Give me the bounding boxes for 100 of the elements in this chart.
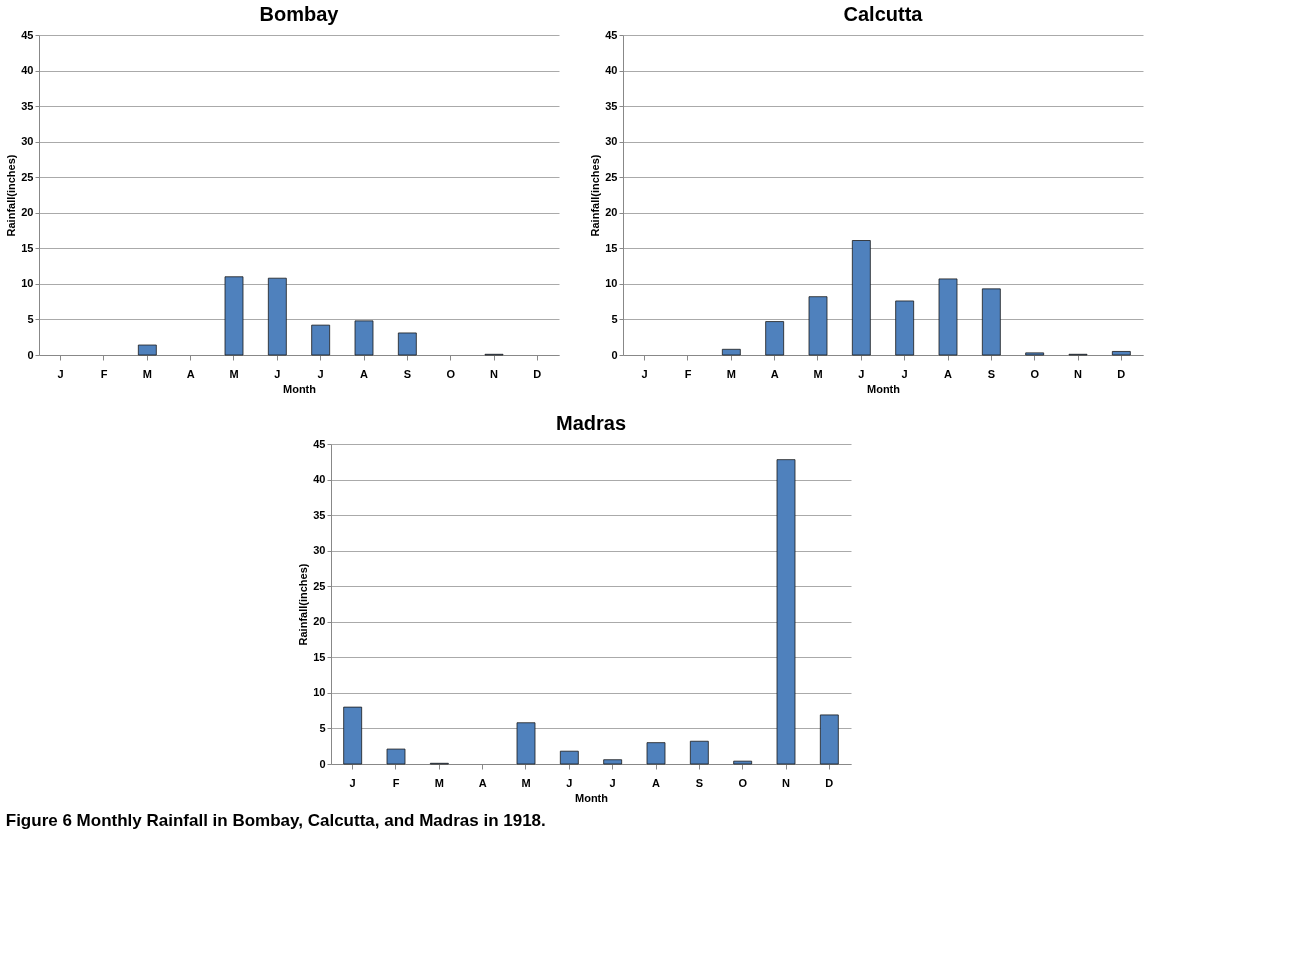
x-tick-label: A <box>478 776 487 789</box>
bar <box>819 714 839 765</box>
bar <box>516 722 536 765</box>
x-tick-label: M <box>434 776 444 789</box>
y-tick-label: 45 <box>313 437 326 450</box>
bar <box>938 278 958 356</box>
y-tick-label: 20 <box>313 615 326 628</box>
x-tick-label: J <box>901 367 908 380</box>
x-tick-label: A <box>770 367 779 380</box>
y-tick-label: 0 <box>319 757 326 770</box>
bar <box>1111 351 1131 356</box>
x-tick-label: A <box>944 367 953 380</box>
y-tick-label: 10 <box>313 686 326 699</box>
y-tick-label: 35 <box>313 508 326 521</box>
chart-title: Bombay <box>259 3 340 25</box>
y-axis-title: Rainfall(inches) <box>589 154 602 237</box>
x-tick-label: N <box>1074 367 1083 380</box>
y-tick-label: 10 <box>21 277 34 290</box>
bar <box>646 742 666 765</box>
y-tick-label: 30 <box>313 544 326 557</box>
y-tick-label: 25 <box>313 579 326 592</box>
bar <box>721 348 741 356</box>
x-tick-label: J <box>274 367 281 380</box>
y-axis-title: Rainfall(inches) <box>5 154 18 237</box>
x-tick-label: N <box>782 776 791 789</box>
x-tick-label: M <box>521 776 531 789</box>
bar <box>808 296 828 356</box>
y-tick-label: 45 <box>21 28 34 41</box>
x-tick-label: D <box>825 776 834 789</box>
bar <box>851 240 871 356</box>
y-tick-label: 20 <box>605 206 618 219</box>
x-axis-title: Month <box>283 382 317 395</box>
y-tick-label: 45 <box>605 28 618 41</box>
y-tick-label: 15 <box>313 650 326 663</box>
bar <box>689 740 709 765</box>
y-tick-label: 25 <box>21 170 34 183</box>
x-tick-label: A <box>360 367 369 380</box>
bar <box>776 459 796 765</box>
bar <box>386 748 406 765</box>
x-tick-label: D <box>1117 367 1126 380</box>
y-tick-label: 40 <box>313 473 326 486</box>
bar <box>397 332 417 356</box>
x-tick-label: S <box>403 367 412 380</box>
x-tick-label: M <box>813 367 823 380</box>
bar <box>354 320 374 356</box>
x-tick-label: O <box>738 776 748 789</box>
y-tick-label: 15 <box>605 241 618 254</box>
caption: Figure 6 Monthly Rainfall in Bombay, Calcutta, and Madras in 1918. <box>5 811 546 830</box>
x-tick-label: S <box>987 367 996 380</box>
x-tick-label: J <box>566 776 573 789</box>
y-tick-label: 0 <box>611 348 618 361</box>
bar <box>733 760 753 765</box>
bar <box>895 300 915 356</box>
x-tick-label: N <box>490 367 499 380</box>
y-axis-title: Rainfall(inches) <box>297 563 310 646</box>
bar <box>981 288 1001 356</box>
y-tick-label: 30 <box>21 135 34 148</box>
x-axis-title: Month <box>575 791 609 804</box>
y-tick-label: 35 <box>21 99 34 112</box>
x-tick-label: J <box>641 367 648 380</box>
x-tick-label: M <box>142 367 152 380</box>
chart-title: Calcutta <box>843 3 924 25</box>
x-tick-label: A <box>186 367 195 380</box>
x-tick-label: J <box>349 776 356 789</box>
x-tick-label: J <box>317 367 324 380</box>
y-tick-label: 5 <box>611 312 618 325</box>
x-tick-label: M <box>726 367 736 380</box>
y-tick-label: 15 <box>21 241 34 254</box>
x-tick-label: F <box>684 367 692 380</box>
bar <box>559 750 579 765</box>
x-tick-label: J <box>57 367 64 380</box>
bar <box>267 277 287 356</box>
y-tick-label: 5 <box>27 312 34 325</box>
y-tick-label: 35 <box>605 99 618 112</box>
bar <box>765 321 785 356</box>
bar <box>224 276 244 356</box>
x-tick-label: J <box>609 776 616 789</box>
y-tick-label: 5 <box>319 721 326 734</box>
y-tick-label: 40 <box>21 64 34 77</box>
x-tick-label: M <box>229 367 239 380</box>
x-tick-label: O <box>1030 367 1040 380</box>
y-tick-label: 25 <box>605 170 618 183</box>
bar <box>137 344 157 356</box>
x-tick-label: J <box>858 367 865 380</box>
x-tick-label: F <box>100 367 108 380</box>
y-tick-label: 10 <box>605 277 618 290</box>
y-tick-label: 0 <box>27 348 34 361</box>
bar <box>603 759 623 765</box>
x-tick-label: A <box>652 776 661 789</box>
bar <box>311 324 331 356</box>
x-tick-label: D <box>533 367 542 380</box>
x-axis-title: Month <box>867 382 901 395</box>
x-tick-label: F <box>392 776 400 789</box>
x-tick-label: O <box>446 367 456 380</box>
bar <box>1025 352 1045 356</box>
y-tick-label: 30 <box>605 135 618 148</box>
bar <box>343 706 363 765</box>
y-tick-label: 40 <box>605 64 618 77</box>
x-tick-label: S <box>695 776 704 789</box>
chart-title: Madras <box>555 412 627 434</box>
